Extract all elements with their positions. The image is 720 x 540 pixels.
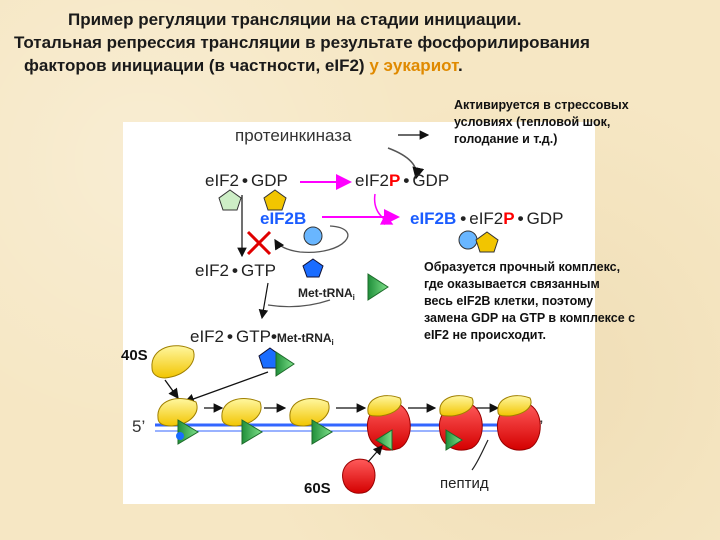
eif2p-gdp-label: eIF2P • GDP: [355, 171, 449, 190]
eif2-gtp-down-arrow: [258, 282, 269, 320]
complex-note-line: замена GDP на GTP в комплексе с: [424, 311, 636, 325]
met-trna-joining-line: [267, 299, 331, 308]
eif2b-circle-icon: [303, 226, 323, 246]
stress-note-line: Активируется в стрессовых: [454, 98, 629, 112]
complex-note-line: Образуется прочный комплекс,: [424, 260, 621, 274]
peptide-chain: [471, 439, 489, 471]
large-subunit-60s-icon: [342, 458, 376, 494]
label-60s: 60S: [304, 480, 331, 497]
complex-note: Образуется прочный комплекс, где оказыва…: [424, 259, 635, 344]
complex-note-line: eIF2 не происходит.: [424, 328, 546, 342]
title-line-3-period: .: [457, 56, 463, 75]
eif2b-label: eIF2B: [260, 209, 306, 228]
eif2b-cycle-arrow: [274, 225, 349, 253]
stress-note-line: голодание и т.д.): [454, 132, 558, 146]
stress-note-line: условиях (тепловой шок,: [454, 115, 611, 129]
60s-to-ribosome-arrow: [367, 445, 383, 463]
complex-label: eIF2B • eIF2P • GDP: [410, 209, 563, 228]
eif2-pentagon-icon: [218, 189, 242, 211]
small-subunit-40s-icon: [151, 345, 195, 379]
title-line-2: Тотальная репрессия трансляции в результ…: [14, 33, 590, 52]
ternary-to-mrna-arrow: [183, 371, 269, 404]
title-line-3-accent: у эукариот: [369, 56, 458, 75]
title-line-3-main: факторов инициации (в частности, eIF2): [24, 56, 365, 75]
eif2p-to-complex-arrow: [373, 193, 394, 225]
met-trna-label-1: Met-tRNAi: [298, 286, 355, 302]
eif2-gdp-label: eIF2 • GDP: [205, 171, 288, 190]
kinase-to-phospho-arrow: [387, 147, 425, 180]
title-line-3: факторов инициации (в частности, eIF2) у…: [24, 54, 463, 78]
gtp-pentagon-icon: [302, 258, 324, 278]
initiation-stage-1-ribosome: [157, 398, 198, 427]
complex-eif2b-circle-icon: [458, 230, 478, 250]
label-5-prime: 5’: [132, 417, 145, 436]
stress-note: Активируется в стрессовых условиях (тепл…: [454, 97, 629, 148]
label-40s: 40S: [121, 347, 148, 364]
initiation-stage-3-ribosome: [289, 398, 330, 427]
complex-gdp-pentagon-icon: [475, 231, 499, 253]
complex-note-line: весь eIF2B клетки, поэтому: [424, 294, 594, 308]
met-trna-green-icon: [367, 273, 389, 301]
ternary-complex-label: eIF2 • GTP•Met-tRNAi: [190, 327, 334, 347]
peptide-label: пептид: [440, 475, 489, 492]
initiation-stage-2-ribosome: [221, 398, 262, 427]
eif2-gtp-label: eIF2 • GTP: [195, 261, 276, 280]
protein-kinase-label: протеинкиназа: [235, 126, 352, 145]
40s-to-mrna-arrow: [164, 379, 179, 400]
title-line-1: Пример регуляции трансляции на стадии ин…: [68, 10, 522, 29]
complex-note-line: где оказывается связанным: [424, 277, 600, 291]
gdp-pentagon-icon: [263, 189, 287, 211]
ternary-met-trna-icon: [275, 351, 295, 377]
